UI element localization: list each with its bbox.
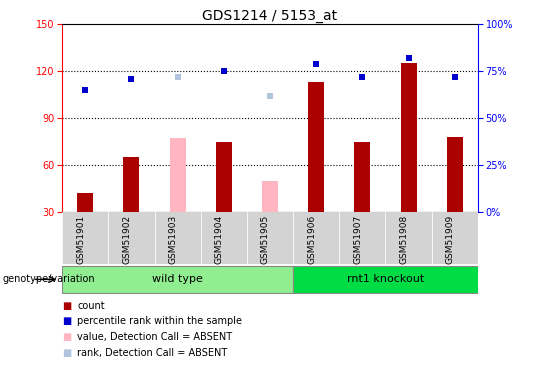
Text: GSM51905: GSM51905 bbox=[261, 214, 270, 264]
Bar bbox=[123, 157, 139, 212]
Text: ■: ■ bbox=[62, 301, 71, 310]
Bar bbox=[431, 212, 478, 264]
Bar bbox=[215, 142, 232, 212]
Bar bbox=[293, 266, 478, 293]
Text: ■: ■ bbox=[62, 348, 71, 358]
Bar bbox=[354, 142, 370, 212]
Text: ■: ■ bbox=[62, 332, 71, 342]
Text: GSM51907: GSM51907 bbox=[353, 214, 362, 264]
Bar bbox=[62, 266, 293, 293]
Text: percentile rank within the sample: percentile rank within the sample bbox=[77, 316, 242, 326]
Bar bbox=[109, 212, 154, 264]
Bar bbox=[247, 212, 293, 264]
Bar bbox=[386, 212, 431, 264]
Text: GSM51903: GSM51903 bbox=[168, 214, 178, 264]
Bar bbox=[308, 82, 325, 212]
Bar bbox=[447, 137, 463, 212]
Bar bbox=[154, 212, 201, 264]
Bar bbox=[201, 212, 247, 264]
Bar bbox=[401, 63, 417, 212]
Text: wild type: wild type bbox=[152, 274, 203, 284]
Bar bbox=[62, 212, 109, 264]
Text: GSM51908: GSM51908 bbox=[400, 214, 409, 264]
Bar bbox=[293, 212, 339, 264]
Text: GSM51909: GSM51909 bbox=[446, 214, 455, 264]
Text: count: count bbox=[77, 301, 105, 310]
Text: GSM51901: GSM51901 bbox=[76, 214, 85, 264]
Title: GDS1214 / 5153_at: GDS1214 / 5153_at bbox=[202, 9, 338, 23]
Text: GSM51906: GSM51906 bbox=[307, 214, 316, 264]
Bar bbox=[170, 138, 186, 212]
Bar bbox=[262, 181, 278, 212]
Text: GSM51902: GSM51902 bbox=[123, 214, 131, 264]
Text: genotype/variation: genotype/variation bbox=[3, 274, 96, 284]
Bar bbox=[77, 193, 93, 212]
Text: rnt1 knockout: rnt1 knockout bbox=[347, 274, 424, 284]
Text: ■: ■ bbox=[62, 316, 71, 326]
Text: value, Detection Call = ABSENT: value, Detection Call = ABSENT bbox=[77, 332, 232, 342]
Text: rank, Detection Call = ABSENT: rank, Detection Call = ABSENT bbox=[77, 348, 227, 358]
Text: GSM51904: GSM51904 bbox=[215, 214, 224, 264]
Bar bbox=[339, 212, 386, 264]
